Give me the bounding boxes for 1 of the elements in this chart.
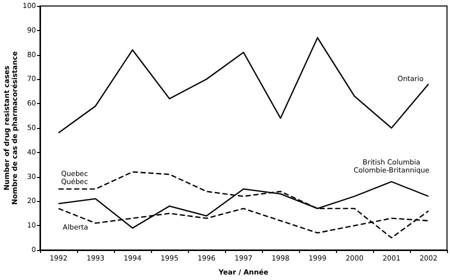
line-series	[58, 37, 430, 134]
